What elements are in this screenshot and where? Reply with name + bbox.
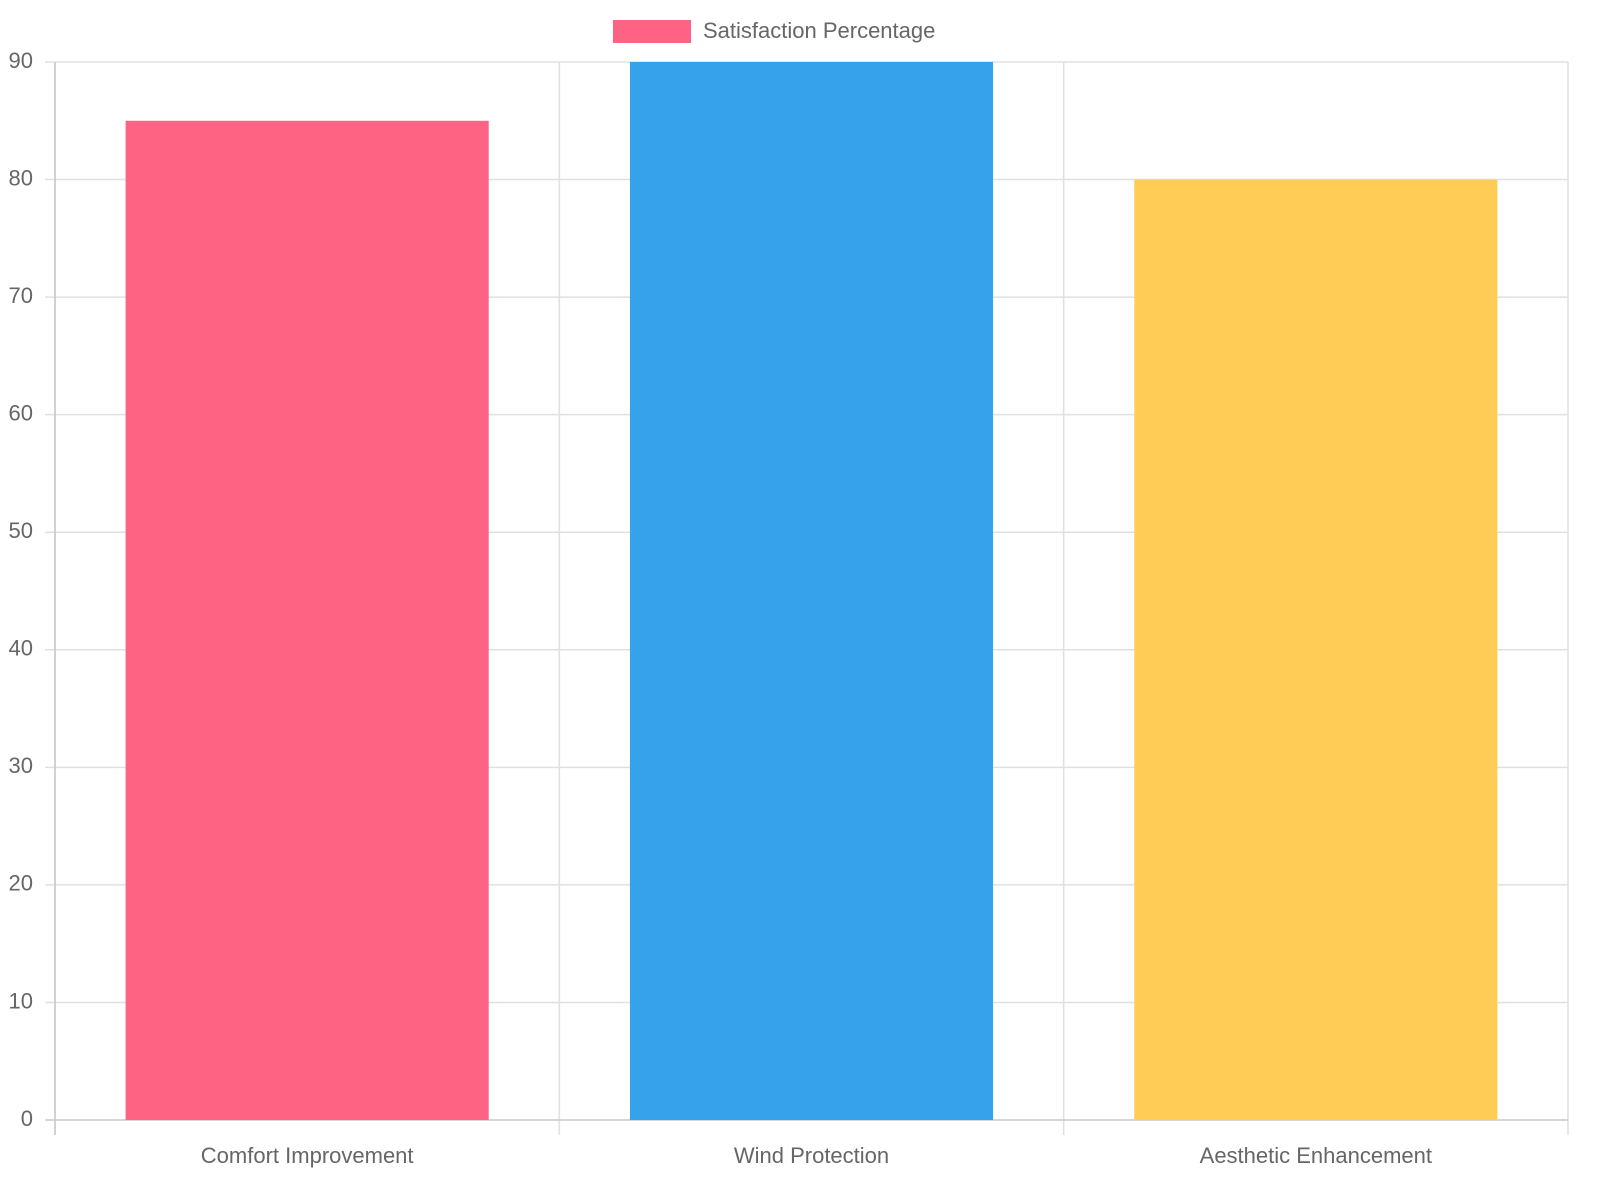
y-tick-label: 0 [21, 1106, 33, 1131]
legend-swatch [613, 20, 691, 43]
legend-label: Satisfaction Percentage [703, 18, 935, 43]
y-tick-label: 80 [9, 165, 33, 190]
y-tick-label: 40 [9, 636, 33, 661]
bar [629, 62, 994, 1120]
x-tick-label: Comfort Improvement [201, 1143, 414, 1168]
y-tick-label: 50 [9, 518, 33, 543]
x-tick-label: Wind Protection [734, 1143, 889, 1168]
y-tick-label: 60 [9, 400, 33, 425]
bar [125, 120, 489, 1121]
y-tick-label: 90 [9, 48, 33, 73]
y-tick-label: 30 [9, 753, 33, 778]
y-tick-label: 70 [9, 283, 33, 308]
y-tick-label: 20 [9, 871, 33, 896]
y-tick-label: 10 [9, 988, 33, 1013]
bar [1134, 179, 1498, 1121]
x-tick-label: Aesthetic Enhancement [1200, 1143, 1432, 1168]
